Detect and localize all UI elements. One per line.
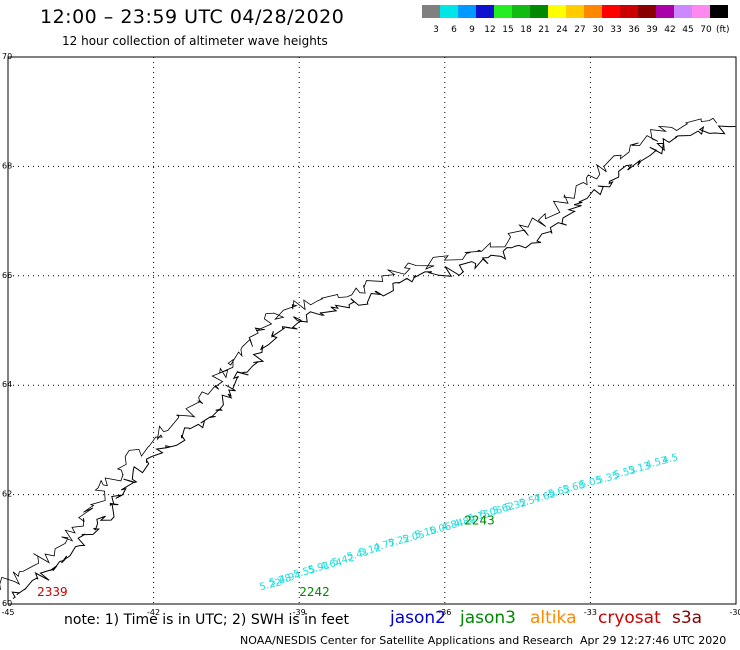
- swh-track-value: 5.13: [627, 461, 651, 477]
- legend-label: 33: [610, 25, 621, 35]
- wave-height-legend: 3 6 9 12 15 18 21 24 27 30 33 36 39 42 45 70 (ft): [422, 5, 730, 35]
- legend-label: 9: [469, 25, 475, 35]
- swh-track-value: 4.89: [453, 514, 477, 530]
- legend-label: 39: [646, 25, 658, 35]
- pass-number-label: 2339: [37, 585, 68, 599]
- swh-track-value: 5.68: [562, 480, 586, 496]
- satellite-jason3: jason3: [460, 608, 516, 628]
- swh-track-value: 4.84: [440, 518, 464, 534]
- legend-swatch: [548, 5, 566, 18]
- lat-tick-label: 62: [2, 490, 12, 499]
- legend-unit: (ft): [716, 25, 730, 35]
- legend-label: 6: [451, 25, 457, 35]
- pass-number-label: 2242: [299, 585, 330, 599]
- swh-track-value: 5.12: [358, 543, 382, 559]
- swh-track-value: 5.32: [504, 498, 528, 514]
- swh-track-value: 5.91: [307, 560, 331, 576]
- swh-track-value: 5.10: [414, 525, 438, 541]
- legend-swatch: [422, 5, 440, 18]
- altimeter-map: -45 -42 -39 -36 -33 -306062646668705.225.284.…: [0, 52, 740, 617]
- chart-subtitle: 12 hour collection of altimeter wave hei…: [62, 34, 328, 48]
- legend-label: 36: [628, 25, 640, 35]
- legend-label: 30: [592, 25, 604, 35]
- satellite-altika: altika: [530, 608, 577, 628]
- swh-track-value: 5.53: [613, 465, 637, 481]
- swh-track-value: 5.22: [387, 533, 411, 549]
- legend-swatch: [566, 5, 584, 18]
- legend-swatch: [476, 5, 494, 18]
- lat-tick-label: 64: [2, 380, 12, 389]
- legend-swatch: [710, 5, 728, 18]
- map-frame: [7, 56, 737, 605]
- satellite-jason2: jason2: [390, 608, 446, 628]
- satellite-cryosat: cryosat: [598, 608, 661, 628]
- lon-tick-label: -33: [584, 608, 597, 617]
- swh-track-value: 5.22: [258, 577, 282, 593]
- swh-track-value: 5.28: [268, 573, 292, 589]
- legend-label: 21: [538, 25, 549, 35]
- lon-tick-label: -45: [1, 608, 14, 617]
- greenland-coastline: [11, 125, 736, 599]
- legend-swatch: [512, 5, 530, 18]
- satellite-s3a: s3a: [672, 608, 703, 628]
- generation-timestamp: Apr 29 12:27:46 UTC 2020: [580, 634, 727, 647]
- swh-track-value: 5.42: [331, 553, 355, 569]
- legend-swatch: [530, 5, 548, 18]
- swh-track-value: 4.94: [278, 570, 302, 586]
- credit-text: NOAA/NESDIS Center for Satellite Applica…: [240, 634, 574, 647]
- chart-title: 12:00 – 23:59 UTC 04/28/2020: [40, 6, 345, 28]
- legend-swatch: [656, 5, 674, 18]
- lat-tick-label: 68: [2, 161, 12, 170]
- lat-tick-label: 60: [2, 599, 12, 608]
- legend-swatch: [440, 5, 458, 18]
- swh-track-value: 5.41: [346, 547, 370, 563]
- lat-tick-label: 66: [2, 271, 12, 280]
- lon-tick-label: -36: [438, 608, 451, 617]
- pass-number-label: 2243: [464, 514, 495, 528]
- legend-swatch: [494, 5, 512, 18]
- legend-swatch: [458, 5, 476, 18]
- legend-label: 24: [556, 25, 568, 35]
- swh-track-value: 4.69: [533, 489, 557, 505]
- legend-label: 42: [664, 25, 675, 35]
- legend-swatch: [584, 5, 602, 18]
- swh-track-value: 5.05: [402, 530, 426, 546]
- legend-label: 70: [700, 25, 712, 35]
- swh-track-value: 5.62: [491, 501, 515, 517]
- swh-track-value: 5.15: [467, 509, 491, 525]
- lat-tick-label: 70: [2, 52, 12, 61]
- legend-label: 27: [574, 25, 585, 35]
- legend-label: 15: [502, 25, 513, 35]
- swh-track-value: 5.35: [596, 471, 620, 487]
- swh-track-value: 4.53: [644, 455, 668, 471]
- greenland-fjord-outline: [0, 117, 718, 591]
- lon-tick-label: -42: [147, 608, 160, 617]
- swh-track-value: 4.77: [372, 538, 396, 554]
- swh-track-value: 5.57: [518, 493, 542, 509]
- legend-label: 3: [433, 25, 439, 35]
- swh-track-value: 5.05: [579, 475, 603, 491]
- legend-swatch: [602, 5, 620, 18]
- legend-swatch: [620, 5, 638, 18]
- swh-track-value: 4.5: [661, 452, 679, 467]
- swh-track-value: 5.06: [428, 521, 452, 537]
- swh-track-value: 4.64: [319, 557, 343, 573]
- swh-track-value: 5.06: [479, 505, 503, 521]
- lon-tick-label: -30: [729, 608, 740, 617]
- legend-label: 45: [682, 25, 693, 35]
- lon-tick-label: -39: [293, 608, 306, 617]
- legend-label: 18: [520, 25, 532, 35]
- legend-swatch: [638, 5, 656, 18]
- swh-track-value: 5.55: [292, 565, 316, 581]
- legend-swatch: [674, 5, 692, 18]
- swh-track-value: 5.63: [547, 484, 571, 500]
- legend-swatch: [692, 5, 710, 18]
- legend-label: 12: [484, 25, 495, 35]
- footer-note: note: 1) Time is in UTC; 2) SWH is in fe…: [64, 612, 350, 628]
